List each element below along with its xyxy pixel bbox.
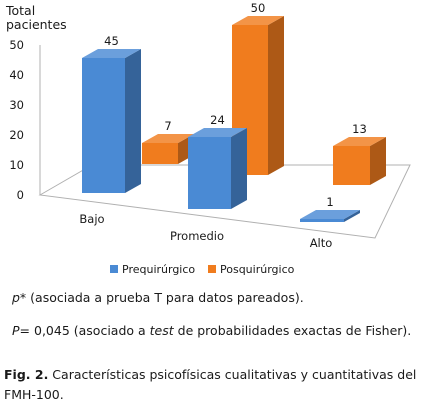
y-axis-label-line-1: Total bbox=[5, 3, 35, 18]
bar-posquirurgico-alto: 13 bbox=[333, 122, 386, 185]
bar-side-face bbox=[344, 210, 360, 222]
bar-front-face bbox=[300, 219, 344, 222]
bars-group: 7 45 50 24 13 1 bbox=[82, 1, 386, 222]
figure-caption-label: Fig. 2. bbox=[4, 367, 49, 382]
footnote-p-star-text: (asociada a prueba T para datos pareados… bbox=[26, 290, 304, 305]
legend-label-posquirurgico: Posquirúrgico bbox=[220, 263, 295, 276]
category-label-bajo: Bajo bbox=[79, 212, 104, 226]
bar-value-label: 24 bbox=[210, 113, 225, 127]
bar-side-face bbox=[370, 137, 386, 185]
chart-floor bbox=[38, 164, 411, 239]
bar-front-face bbox=[82, 58, 125, 193]
bar-top-face bbox=[333, 137, 386, 146]
figure-caption-text: Características psicofísicas cualitativa… bbox=[4, 367, 417, 402]
bar-top-face bbox=[300, 210, 360, 219]
bar-chart: Total pacientes 0 10 20 30 40 50 7 45 50 24 13 1 B… bbox=[5, 1, 411, 276]
bar-value-label: 13 bbox=[352, 122, 367, 136]
figure-caption: Fig. 2. Características psicofísicas cua… bbox=[4, 365, 424, 405]
bar-side-face bbox=[231, 128, 247, 209]
footnote-fisher-italic: test bbox=[149, 323, 174, 338]
footnote-p-star: p* (asociada a prueba T para datos parea… bbox=[12, 290, 304, 306]
bar-front-face bbox=[333, 146, 370, 185]
bar-top-face bbox=[232, 16, 284, 25]
y-tick-label: 50 bbox=[9, 38, 24, 52]
bar-top-face bbox=[142, 134, 194, 143]
bar-posquirurgico-promedio: 50 bbox=[232, 1, 284, 175]
footnote-fisher-symbol: P bbox=[12, 323, 20, 338]
bar-value-label: 7 bbox=[164, 119, 171, 133]
bar-top-face bbox=[188, 128, 247, 137]
bar-front-face bbox=[188, 137, 231, 209]
legend-label-prequirurgico: Prequirúrgico bbox=[122, 263, 195, 276]
bar-prequirurgico-alto: 1 bbox=[300, 195, 360, 222]
category-label-promedio: Promedio bbox=[170, 229, 224, 243]
bar-front-face bbox=[142, 143, 178, 164]
category-label-alto: Alto bbox=[310, 236, 333, 250]
y-tick-label: 10 bbox=[9, 158, 24, 172]
y-axis-label-line-2: pacientes bbox=[6, 17, 67, 32]
legend-swatch-posquirurgico bbox=[208, 265, 216, 273]
bar-side-face bbox=[268, 16, 284, 175]
footnote-p-star-symbol: p* bbox=[12, 290, 27, 305]
legend-swatch-prequirurgico bbox=[110, 265, 118, 273]
footnote-fisher: P= 0,045 (asociado a test de probabilida… bbox=[12, 323, 412, 339]
y-tick-label: 0 bbox=[17, 188, 24, 202]
y-axis-ticks: 0 10 20 30 40 50 bbox=[9, 38, 24, 202]
y-tick-label: 30 bbox=[9, 98, 24, 112]
bar-value-label: 50 bbox=[251, 1, 266, 15]
bar-value-label: 1 bbox=[326, 195, 333, 209]
footnote-fisher-text-a: = 0,045 (asociado a bbox=[19, 323, 150, 338]
bar-posquirurgico-bajo: 7 bbox=[142, 119, 194, 164]
y-tick-label: 40 bbox=[9, 68, 24, 82]
y-tick-label: 20 bbox=[9, 128, 24, 142]
bar-value-label: 45 bbox=[104, 34, 119, 48]
bar-top-face bbox=[82, 49, 141, 58]
footnote-fisher-text-b: de probabilidades exactas de Fisher). bbox=[173, 323, 412, 338]
category-labels: Bajo Promedio Alto bbox=[79, 212, 332, 250]
bar-prequirurgico-promedio: 24 bbox=[188, 113, 247, 209]
bar-prequirurgico-bajo: 45 bbox=[82, 34, 141, 193]
bar-side-face bbox=[125, 49, 141, 193]
